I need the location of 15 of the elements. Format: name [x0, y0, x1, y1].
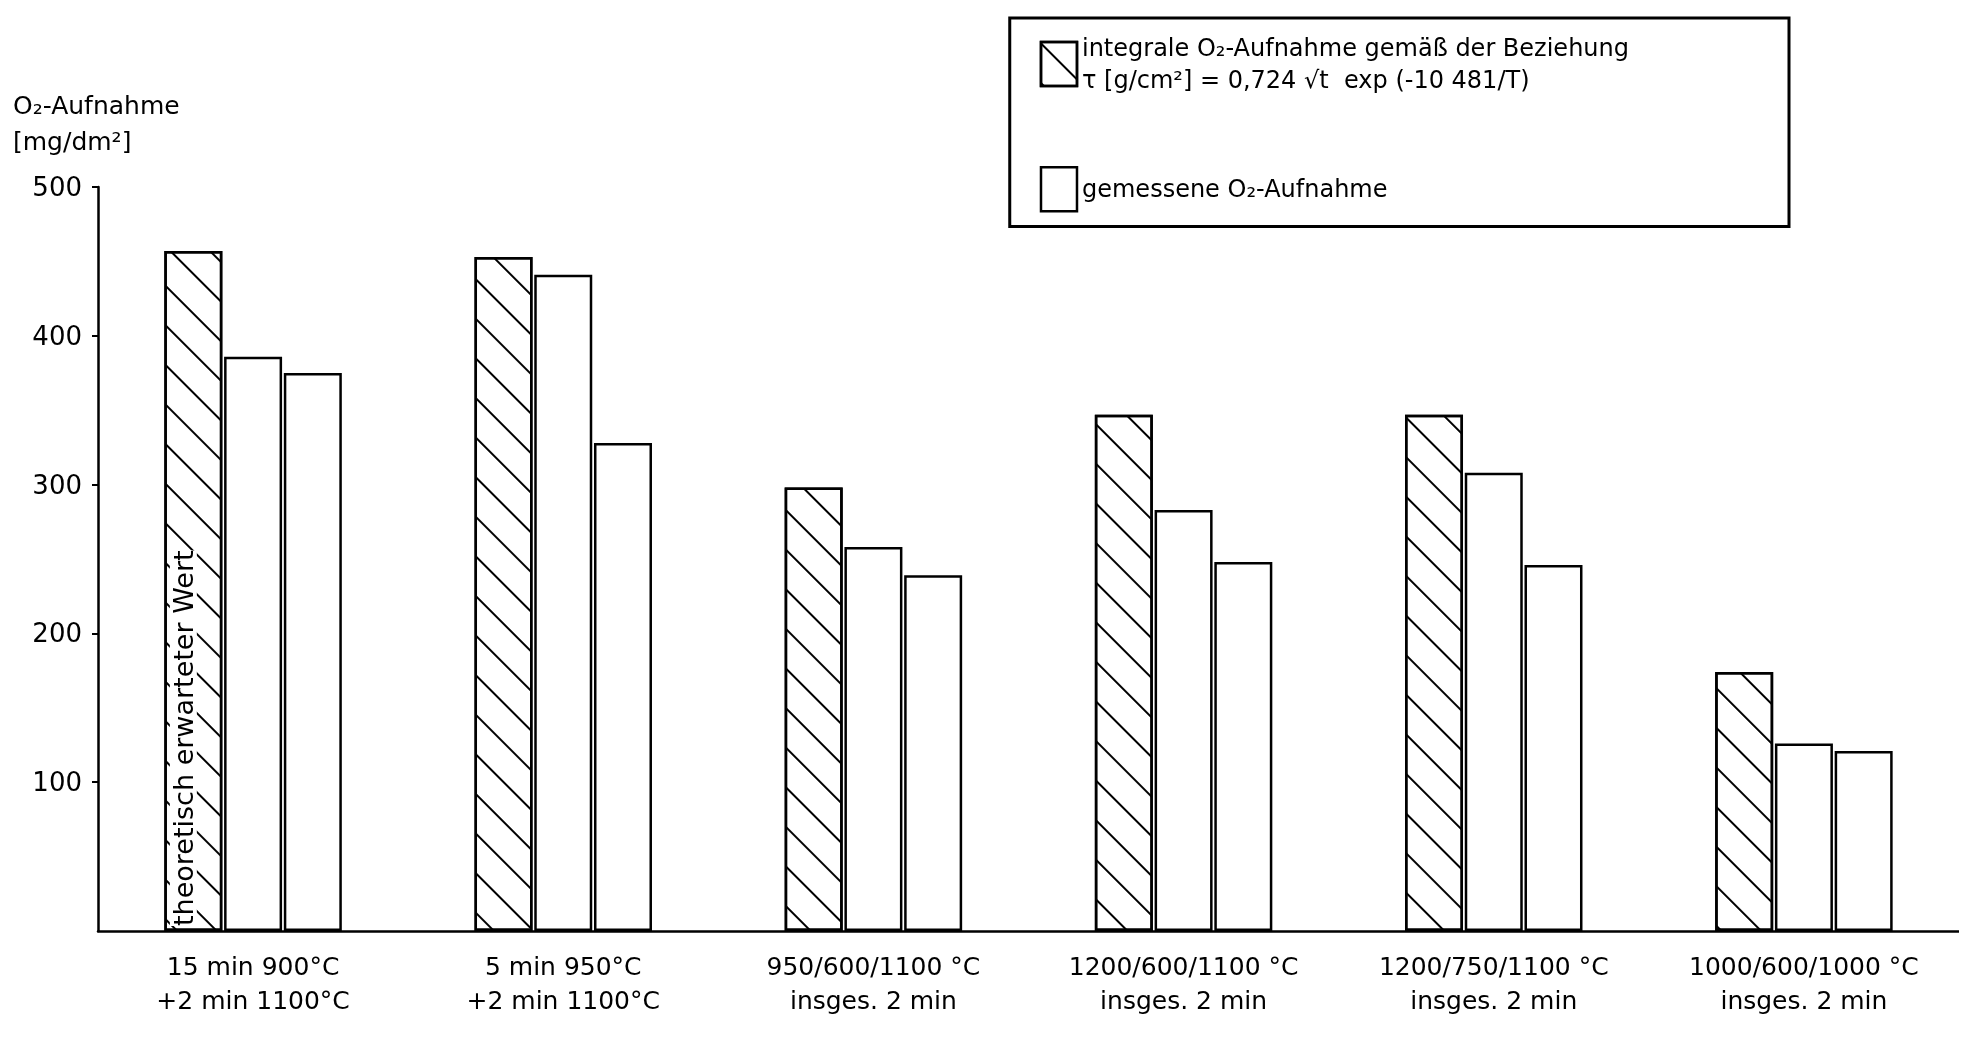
legend-label: integrale O₂-Aufnahme gemäß der Beziehung τ [g/cm²] = 0,724 √t exp (-10 481/T): [1081, 34, 1630, 94]
x-tick-label: 1200/600/1100 °C insges. 2 min: [1068, 951, 1299, 1015]
x-tick-label: 1200/750/1100 °C insges. 2 min: [1378, 951, 1609, 1015]
y-tick-label: 100: [32, 767, 82, 798]
y-axis-title: O₂-Aufnahme [mg/dm²]: [13, 90, 180, 156]
y-tick-label: 200: [32, 618, 82, 649]
y-tick-label: 400: [32, 320, 82, 351]
y-tick-label: 300: [32, 469, 82, 500]
x-tick-label: 15 min 900°C +2 min 1100°C: [156, 951, 350, 1015]
y-tick-label: 500: [32, 172, 82, 202]
x-tick-label: 950/600/1100 °C insges. 2 min: [766, 951, 981, 1015]
legend-label: gemessene O₂-Aufnahme: [1081, 175, 1388, 204]
x-tick-label: 5 min 950°C +2 min 1100°C: [466, 951, 660, 1015]
annotation: theoretisch erwarteter Wert: [167, 550, 199, 926]
x-tick-label: 1000/600/1000 °C insges. 2 min: [1689, 951, 1919, 1015]
